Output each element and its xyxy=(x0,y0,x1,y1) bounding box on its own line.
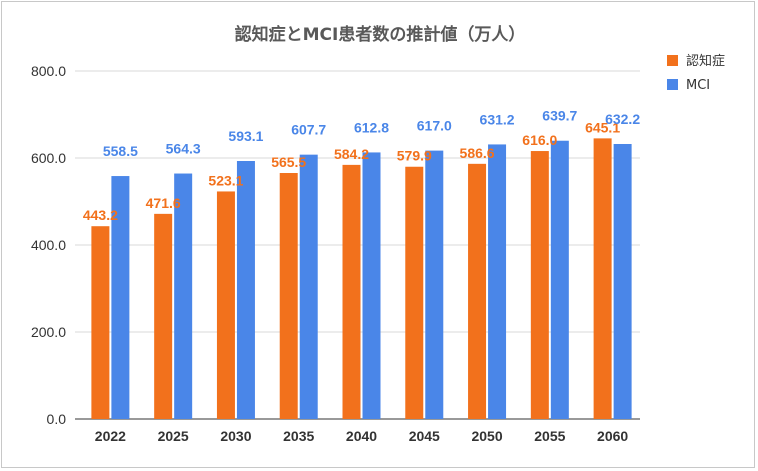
bar-dementia-2022 xyxy=(91,226,110,419)
bars xyxy=(91,138,632,420)
bar-dementia-2035 xyxy=(279,173,298,419)
legend-label: 認知症 xyxy=(686,53,725,69)
data-label-mci: 607.7 xyxy=(291,122,326,138)
data-label-mci: 564.3 xyxy=(166,141,201,157)
y-axis: 0.0 200.0 400.0 600.0 800.0 xyxy=(31,63,66,427)
legend-swatch xyxy=(667,55,678,66)
y-tick-label: 200.0 xyxy=(31,324,66,340)
bar-dementia-2055 xyxy=(530,151,549,420)
bar-dementia-2025 xyxy=(154,213,173,419)
bar-mci-2045 xyxy=(425,150,444,420)
y-tick-label: 800.0 xyxy=(31,63,66,79)
bar-dementia-2060 xyxy=(593,138,612,419)
data-label-mci: 617.0 xyxy=(417,118,452,134)
x-tick-label: 2060 xyxy=(597,428,628,444)
x-tick-label: 2055 xyxy=(534,428,565,444)
data-label-dementia: 523.1 xyxy=(208,172,243,188)
chart-title: 認知症とMCI患者数の推計値（万人） xyxy=(235,24,526,45)
data-label-mci: 558.5 xyxy=(103,143,138,159)
bar-mci-2035 xyxy=(299,154,318,419)
bar-dementia-2040 xyxy=(342,164,361,419)
y-tick-label: 0.0 xyxy=(47,411,67,427)
data-label-dementia: 586.6 xyxy=(460,145,495,161)
bar-mci-2055 xyxy=(550,140,569,419)
bar-mci-2050 xyxy=(488,144,507,420)
x-axis: 2022 2025 2030 2035 2040 2045 2050 2055 2060 xyxy=(95,428,629,444)
y-tick-label: 400.0 xyxy=(31,237,66,253)
data-label-dementia: 645.1 xyxy=(585,119,620,135)
data-label-dementia: 443.2 xyxy=(83,207,118,223)
data-label-mci: 593.1 xyxy=(228,128,263,144)
bar-dementia-2045 xyxy=(405,166,424,419)
bar-dementia-2050 xyxy=(468,163,487,419)
data-label-mci: 631.2 xyxy=(480,111,515,127)
x-tick-label: 2040 xyxy=(346,428,377,444)
data-label-dementia: 616.0 xyxy=(522,132,557,148)
data-label-dementia: 579.9 xyxy=(397,148,432,164)
legend: 認知症 MCI xyxy=(667,53,725,93)
legend-swatch xyxy=(667,79,678,90)
bar-mci-2060 xyxy=(613,143,632,420)
data-label-dementia: 471.6 xyxy=(146,195,181,211)
bar-dementia-2030 xyxy=(216,191,235,419)
data-label-dementia: 565.5 xyxy=(271,154,306,170)
x-tick-label: 2045 xyxy=(409,428,440,444)
bar-mci-2025 xyxy=(174,173,193,419)
x-tick-label: 2050 xyxy=(471,428,502,444)
y-tick-label: 600.0 xyxy=(31,150,66,166)
bar-mci-2022 xyxy=(111,176,130,419)
data-label-mci: 632.2 xyxy=(605,111,640,127)
bar-mci-2030 xyxy=(236,161,255,419)
data-label-dementia: 584.2 xyxy=(334,146,369,162)
x-tick-label: 2035 xyxy=(283,428,314,444)
bar-mci-2040 xyxy=(362,152,381,419)
x-tick-label: 2025 xyxy=(158,428,189,444)
x-tick-label: 2022 xyxy=(95,428,126,444)
x-tick-label: 2030 xyxy=(220,428,251,444)
data-labels: 443.2 558.5 471.6 564.3 523.1 593.1 565.5 607.7… xyxy=(83,108,640,223)
legend-label: MCI xyxy=(686,78,710,93)
data-label-mci: 612.8 xyxy=(354,119,389,135)
data-label-mci: 639.7 xyxy=(542,108,577,124)
